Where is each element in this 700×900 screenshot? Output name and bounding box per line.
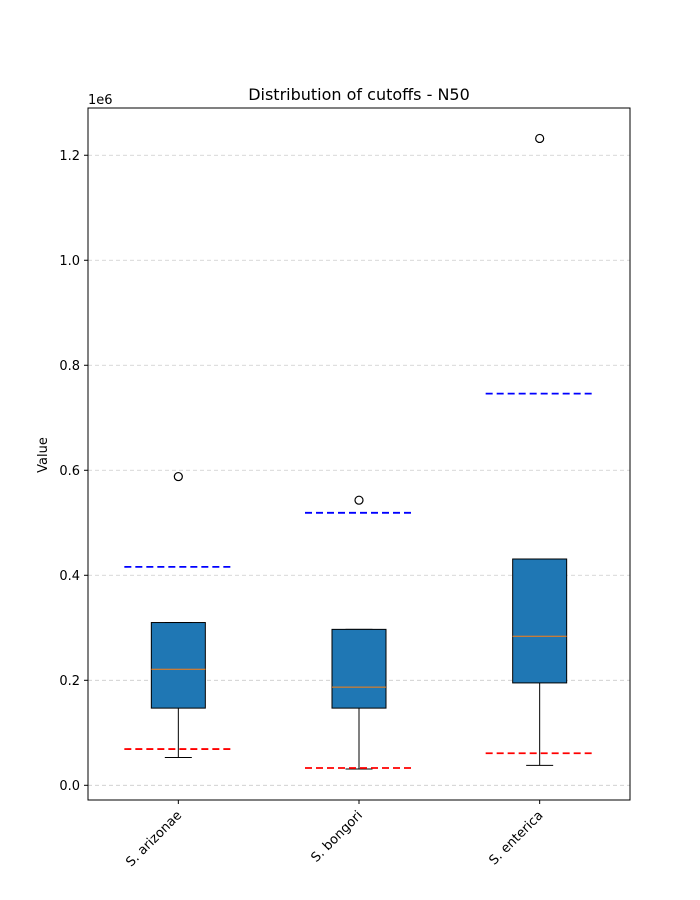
box-iqr [150,622,206,709]
y-tick-label: 0.8 [59,359,80,374]
y-tick-label: 1.0 [59,254,80,269]
x-tick-label: S. enterica [486,808,546,868]
cutoff-lines [124,392,594,769]
x-tick-label: S. bongori [308,808,365,865]
plot-area-frame [87,107,631,801]
box-iqr [331,628,387,709]
y-tick-label: 0.2 [59,674,80,689]
y-tick-label: 0.0 [59,779,80,794]
y-tick-label: 1.2 [59,149,80,164]
outlier-point [173,471,183,482]
x-axis-ticks: S. arizonae S. bongori S. enterica [123,800,546,870]
outlier-point [535,133,545,144]
outlier-point [354,495,364,505]
y-axis-label: Value [36,437,51,473]
chart-title: Distribution of cutoffs - N50 [248,85,470,104]
boxes [150,133,568,770]
y-axis-ticks: 0.0 0.2 0.4 0.6 0.8 1.0 1.2 [59,149,88,794]
y-tick-label: 0.6 [59,464,80,479]
x-tick-label: S. arizonae [123,808,185,870]
box-iqr [512,558,568,684]
y-tick-label: 0.4 [59,569,80,584]
y-axis-offset-label: 1e6 [88,93,113,108]
